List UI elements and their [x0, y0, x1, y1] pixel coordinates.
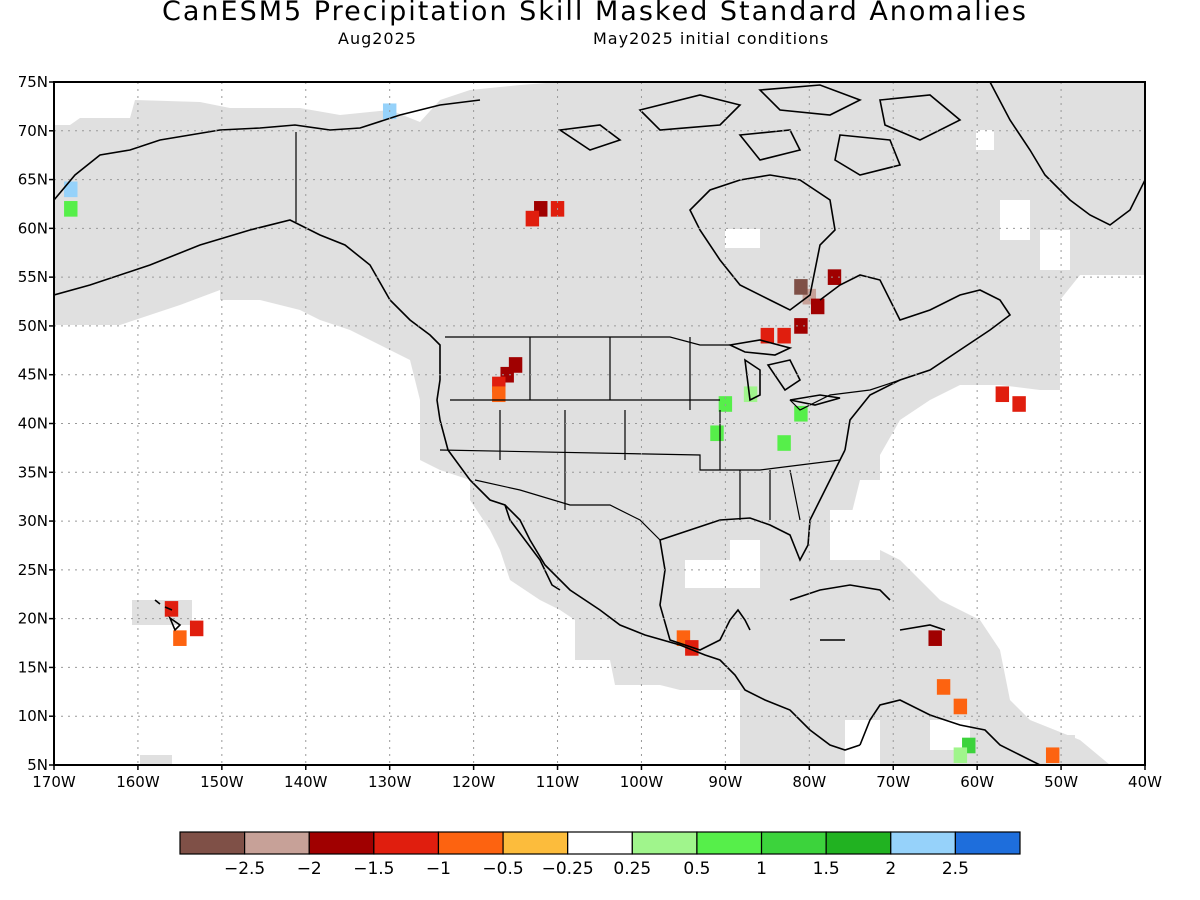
anomaly-cell [810, 298, 825, 315]
colorbar-swatch [437, 831, 504, 855]
anomaly-cell [64, 201, 78, 217]
x-tick-label: 70W [876, 773, 910, 791]
colorbar-swatch [244, 831, 310, 855]
colorbar: −2.5 −2 −1.5 −1 −0.5 −0.25 0.25 0.5 1 1.5 2 2.5 [179, 831, 1021, 879]
anomaly-cell [794, 318, 808, 334]
colorbar-swatch [696, 831, 763, 855]
anomaly-cell [760, 327, 775, 344]
x-tick-label: 120W [452, 773, 496, 791]
colorbar-swatch [890, 831, 956, 855]
y-tick-label: 70N [18, 122, 48, 140]
anomaly-cell [794, 405, 808, 422]
colorbar-label: −1.5 [353, 859, 394, 879]
x-tick-label: 160W [116, 773, 160, 791]
x-tick-label: 90W [708, 773, 742, 791]
y-tick-label: 35N [18, 463, 48, 481]
colorbar-swatch [308, 831, 375, 855]
anomaly-cell [953, 698, 968, 715]
colorbar-label: −2.5 [224, 859, 265, 879]
anomaly-layer [64, 103, 1060, 764]
colorbar-label: −0.5 [482, 859, 523, 879]
anomaly-cell [928, 630, 942, 646]
colorbar-swatch [631, 831, 698, 855]
anomaly-cell [1012, 396, 1026, 412]
colorbar-label: 2 [885, 859, 896, 879]
initial-conditions: May2025 initial conditions [593, 29, 830, 48]
x-tick-label: 130W [368, 773, 412, 791]
forecast-month: Aug2025 [338, 29, 417, 48]
skill-mask-layer [54, 82, 1145, 765]
anomaly-cell [492, 386, 506, 403]
anomaly-cell [777, 435, 791, 451]
y-tick-label: 45N [18, 366, 48, 384]
colorbar-label: 0.5 [683, 859, 710, 879]
x-tick-label: 150W [200, 773, 244, 791]
anomaly-cell [164, 601, 179, 617]
border-layer [295, 132, 901, 541]
axis-labels: 170W 160W 150W 140W 130W 120W 110W 100W 90W 80W 70… [18, 73, 1162, 791]
x-tick-label: 100W [620, 773, 664, 791]
colorbar-swatch [567, 831, 633, 855]
y-tick-label: 15N [18, 658, 48, 676]
map-title: CanESM5 Precipitation Skill Masked Stand… [162, 0, 1028, 27]
y-tick-label: 40N [18, 415, 48, 433]
colorbar-label: 2.5 [942, 859, 969, 879]
x-tick-label: 140W [284, 773, 328, 791]
y-tick-label: 20N [18, 610, 48, 628]
y-tick-label: 25N [18, 561, 48, 579]
x-tick-label: 50W [1044, 773, 1078, 791]
anomaly-cell [936, 679, 951, 695]
y-tick-label: 10N [18, 707, 48, 725]
coastline-layer [54, 82, 1145, 765]
colorbar-label: −0.25 [542, 859, 594, 879]
anomaly-cell [777, 327, 791, 344]
x-tick-label: 110W [536, 773, 580, 791]
anomaly-cell [508, 357, 523, 373]
anomaly-cell [718, 396, 733, 412]
x-tick-label: 40W [1128, 773, 1162, 791]
y-tick-label: 75N [18, 73, 48, 91]
anomaly-cell [794, 279, 808, 295]
x-tick-label: 170W [32, 773, 76, 791]
grid-layer [54, 82, 1145, 765]
anomaly-cell [827, 269, 842, 285]
y-tick-label: 5N [27, 756, 48, 774]
colorbar-label: 1.5 [813, 859, 840, 879]
y-tick-label: 30N [18, 512, 48, 530]
x-tick-label: 60W [960, 773, 994, 791]
colorbar-swatch [760, 831, 827, 855]
y-tick-label: 65N [18, 171, 48, 189]
colorbar-swatch [502, 831, 569, 855]
colorbar-swatch [179, 831, 246, 855]
anomaly-cell [995, 386, 1010, 403]
colorbar-label: −2 [297, 859, 322, 879]
colorbar-label: 0.25 [613, 859, 651, 879]
anomaly-cell [525, 210, 540, 227]
anomaly-cell [189, 620, 204, 637]
colorbar-swatch [825, 831, 892, 855]
y-tick-label: 50N [18, 317, 48, 335]
colorbar-label: −1 [426, 859, 451, 879]
colorbar-swatch [954, 831, 1021, 855]
anomaly-cell [173, 630, 187, 646]
anomaly-cell [1045, 747, 1060, 764]
anomaly-cell [710, 425, 724, 442]
anomaly-cell [953, 747, 968, 764]
anomaly-cell [64, 181, 78, 198]
colorbar-label: 1 [756, 859, 767, 879]
colorbar-swatch [373, 831, 440, 855]
x-tick-label: 80W [792, 773, 826, 791]
y-tick-label: 55N [18, 268, 48, 286]
y-tick-label: 60N [18, 219, 48, 237]
